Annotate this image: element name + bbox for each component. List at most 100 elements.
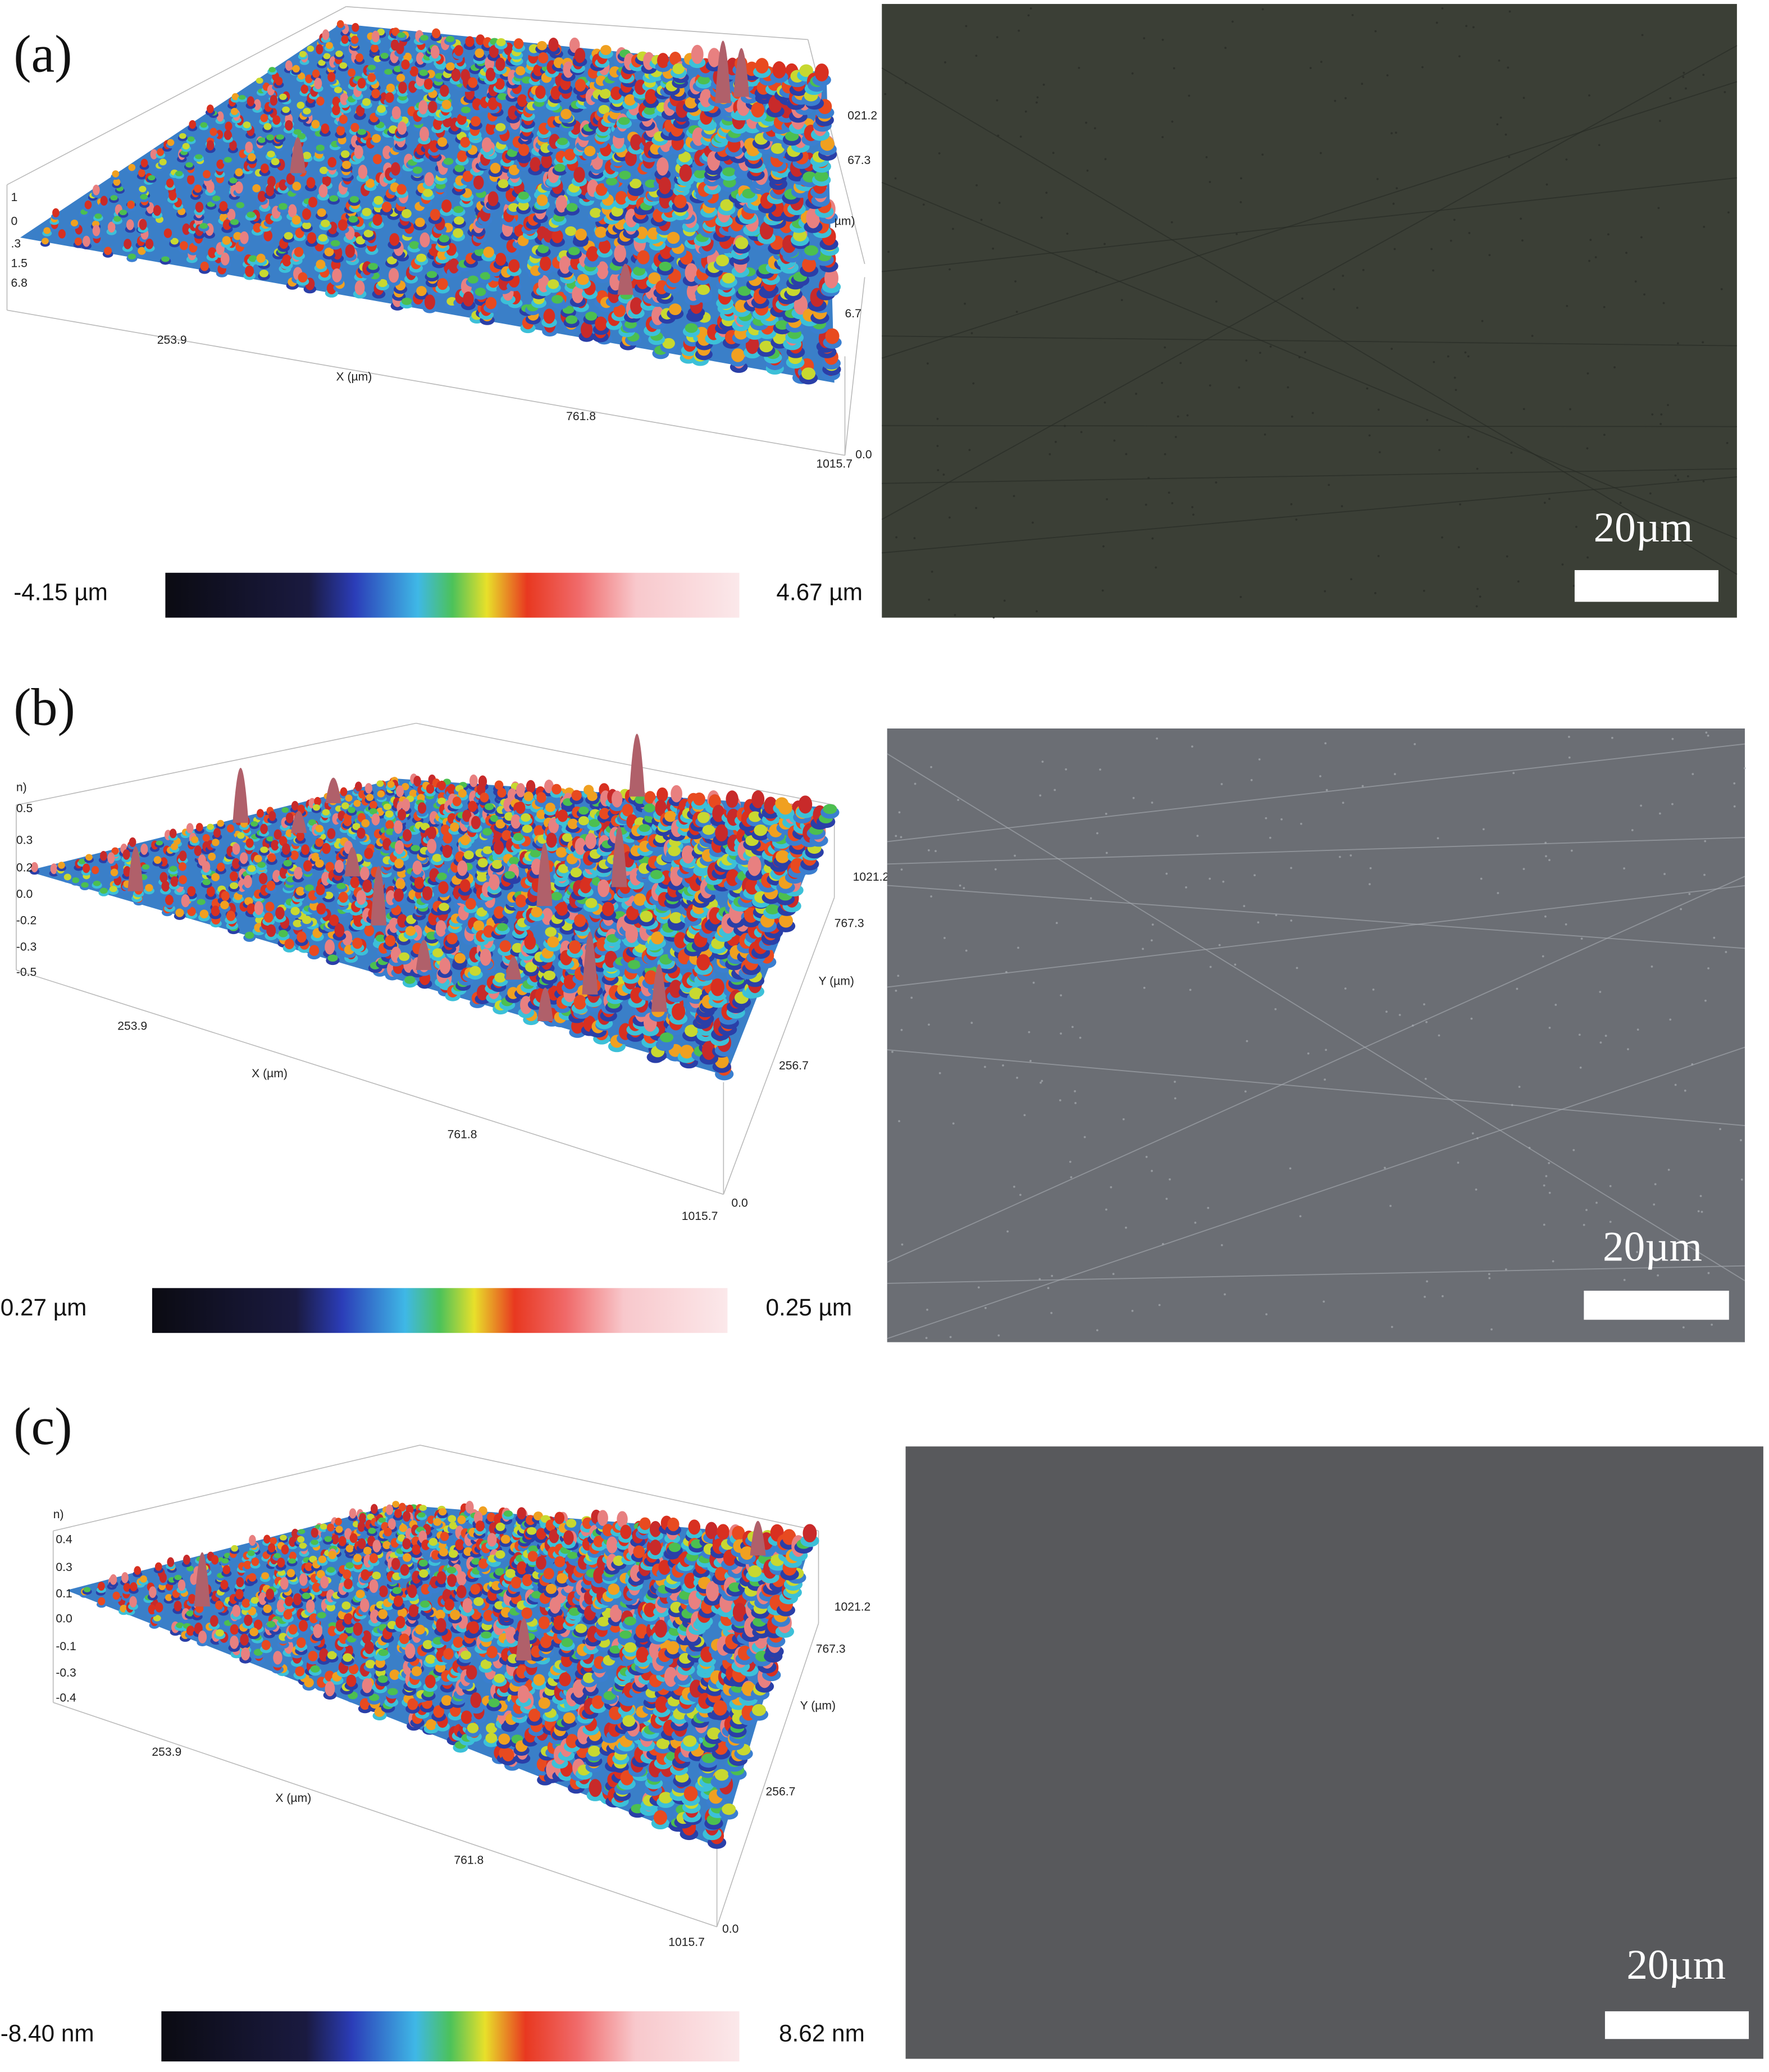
speck [1659,422,1662,425]
speck [1125,453,1128,456]
surface-bump [110,195,118,201]
surface-bump [437,249,448,260]
surface-bump [385,935,396,947]
surface-bump [460,835,470,845]
surface-bump [667,231,680,244]
speck [1215,481,1218,484]
surface-bump [412,860,422,875]
speck [1720,288,1723,290]
speck [1508,156,1511,158]
speck [1589,239,1592,241]
speck [1104,243,1106,245]
surface-bump [243,121,251,129]
speck [1390,348,1393,350]
surface-bump [650,869,663,880]
speck [1235,233,1238,235]
surface-bump [364,848,373,859]
surface-bump [735,236,749,249]
surface-bump [427,826,437,840]
surface-bump [299,51,307,58]
speck [1298,356,1301,359]
speck [954,614,956,616]
speck [1575,526,1577,528]
surface-bump [398,81,407,94]
z-tick-label: .3 [11,237,21,250]
speck [1522,97,1525,99]
speck [1066,233,1069,235]
speck [1045,192,1048,194]
surface-bump [301,844,310,855]
surface-bump [321,220,330,227]
surface-bump [316,259,326,270]
surface-bump [327,157,337,168]
speck [884,93,887,95]
surface-bump [257,862,266,868]
speck [913,537,916,539]
surface-bump [451,69,461,82]
surface-bump [397,32,406,38]
surface-bump [358,165,368,179]
surface-bump [258,137,266,143]
surface-bump [170,876,179,887]
speck [931,570,933,573]
surface-bump [240,231,249,244]
speck [1438,449,1440,452]
surface-bump [222,236,231,245]
speck [1309,67,1312,69]
speck [1106,498,1108,500]
surface-bump [566,315,578,324]
surface-bump [600,45,612,56]
surface-bump [559,256,571,274]
speck [965,25,968,28]
surface-bump [342,161,352,170]
surface-bump [403,52,412,62]
speck [1588,94,1590,97]
surface-bump [94,213,102,219]
surface-bump [413,776,421,787]
speck [1161,136,1164,138]
speck [1569,408,1571,411]
surface-bump [233,231,242,240]
surface-bump [113,216,121,222]
surface-bump [573,995,586,1010]
surface-bump [536,194,548,206]
speck [1161,381,1164,384]
surface-bump [312,804,321,811]
surface-bump [367,65,376,70]
box-edge [7,6,346,185]
surface-bump [361,819,370,827]
surface-bump [571,790,582,801]
speck [938,152,941,154]
speck [996,36,999,39]
surface-bump [419,69,428,76]
speck [1171,120,1174,123]
speck [1465,25,1467,28]
speck [1378,408,1380,411]
surface-bump [491,859,503,869]
surface-bump [428,101,437,113]
speck [1078,67,1080,69]
speck [1476,588,1479,590]
surface-bump [341,802,349,809]
speck [1350,578,1352,581]
surface-bump [285,812,294,823]
surface-bump [186,174,195,185]
surface-bump [414,217,425,227]
surface-bump [322,174,331,187]
surface-bump [402,297,412,306]
surface-bump [275,76,283,86]
speck [1287,386,1289,389]
surface-bump [285,60,293,71]
x-tick-label: 1015.7 [816,458,852,471]
speck [1261,8,1264,11]
speck [904,81,907,84]
surface-bump [284,939,294,950]
surface-bump [322,29,330,40]
surface-bump [316,96,325,106]
surface-bump [72,877,80,884]
surface-bump [355,53,364,62]
surface-bump [318,184,328,198]
surface-bump [126,219,134,230]
colorbar [165,572,740,618]
surface-bump [516,802,526,814]
